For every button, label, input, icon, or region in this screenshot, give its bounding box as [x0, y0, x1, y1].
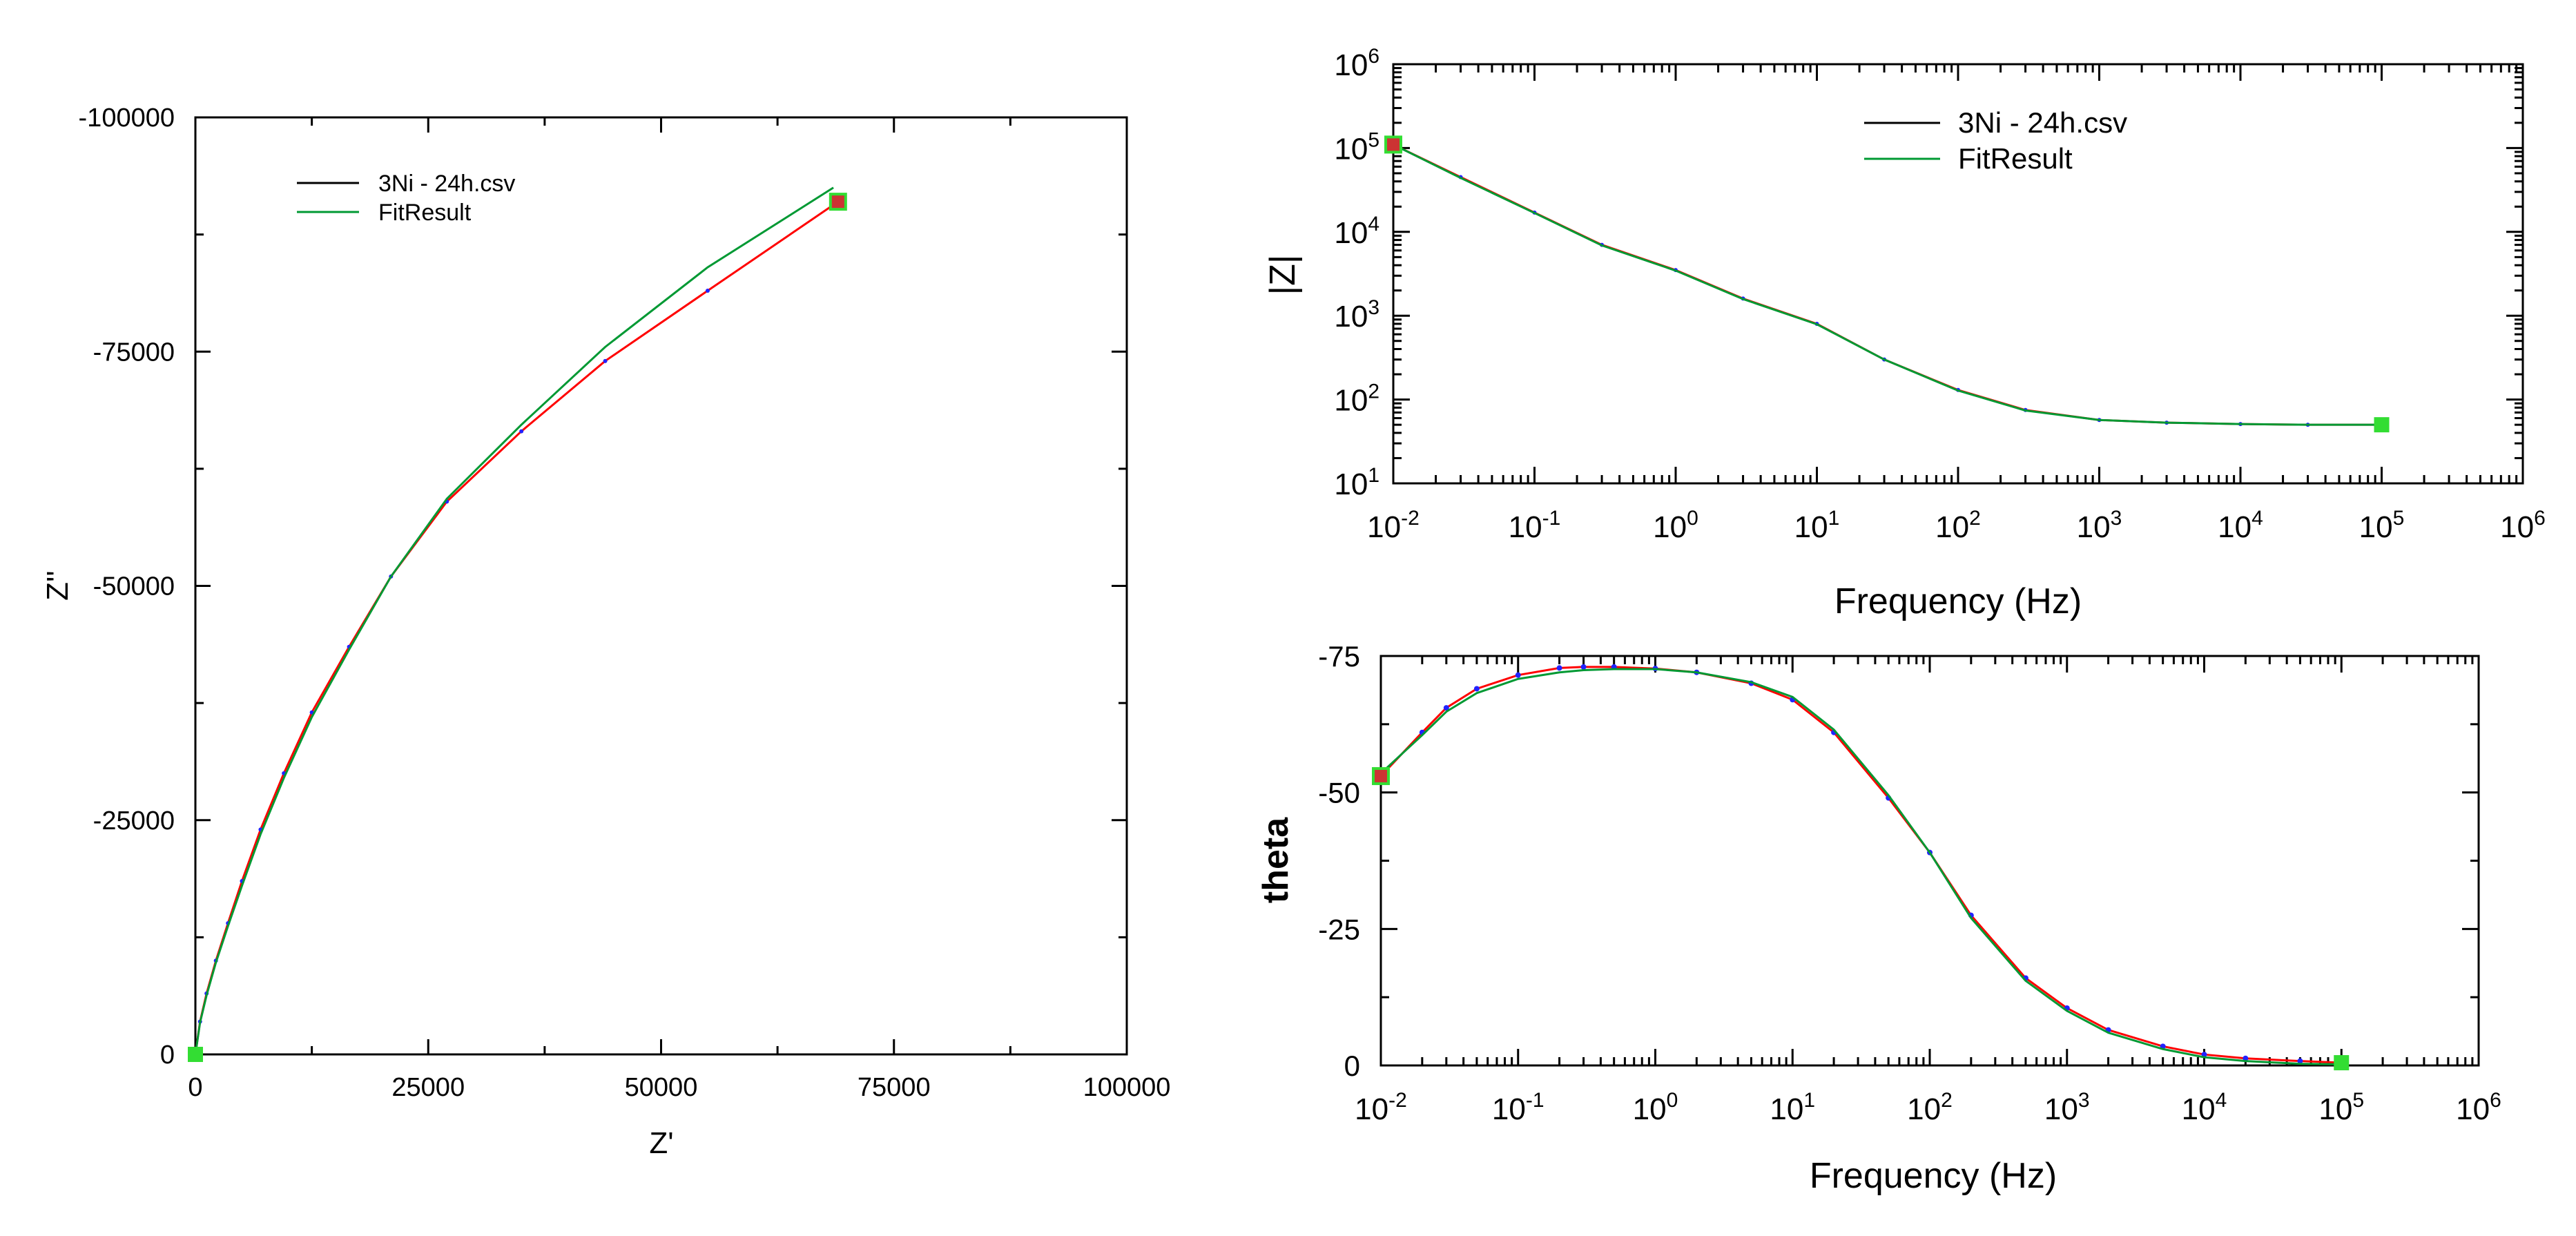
data-point — [519, 429, 524, 434]
x-tick-label: 102 — [1907, 1089, 1953, 1126]
magnitude-legend: 3Ni - 24h.csv FitResult — [1864, 106, 2127, 175]
x-tick-label: 100000 — [1083, 1073, 1171, 1102]
phase-frame — [1379, 655, 2480, 1067]
x-tick-label: 50000 — [625, 1073, 698, 1102]
y-tick-label: -50 — [1318, 777, 1360, 809]
bode-magnitude-chart: 10-2 10-1 100 101 102 103 104 105 106 1011021031… — [1263, 45, 2546, 621]
y-tick-label: 102 — [1334, 380, 1379, 418]
data-point — [705, 289, 710, 293]
y-tick-label: -75000 — [93, 338, 175, 367]
nyquist-frame — [194, 116, 1128, 1056]
data-point — [2297, 1058, 2303, 1064]
magnitude-x-axis-label: Frequency (Hz) — [1834, 581, 2082, 621]
data-point — [1443, 705, 1449, 711]
phase-series — [1381, 664, 2345, 1065]
start-marker — [188, 1047, 203, 1062]
y-tick-label: 104 — [1334, 213, 1379, 250]
end-marker — [829, 193, 847, 211]
phase-x-tick-labels: 10-2 10-1 100 101 102 103 104 105 106 — [1355, 1089, 2501, 1126]
legend-label-fit: FitResult — [1958, 142, 2073, 175]
series-line-data — [1381, 666, 2342, 1064]
x-tick-label: 106 — [2456, 1089, 2501, 1126]
x-tick-label: 75000 — [858, 1073, 931, 1102]
x-tick-label: 103 — [2044, 1089, 2090, 1126]
x-tick-label: 106 — [2500, 507, 2546, 544]
magnitude-x-tick-labels: 10-2 10-1 100 101 102 103 104 105 106 — [1367, 507, 2546, 544]
series-line-data — [195, 200, 839, 1054]
series-line-data — [1393, 144, 2382, 426]
nyquist-legend: 3Ni - 24h.csv FitResult — [297, 171, 515, 226]
data-point — [1515, 672, 1521, 678]
x-tick-label: 105 — [2318, 1089, 2364, 1126]
nyquist-x-axis-label: Z' — [649, 1126, 673, 1160]
y-tick-label: -100000 — [79, 104, 175, 133]
data-point — [2201, 1052, 2207, 1058]
y-tick-label: 106 — [1334, 45, 1379, 82]
y-tick-label: -50000 — [93, 572, 175, 601]
x-tick-label: 25000 — [391, 1073, 465, 1102]
x-tick-label: 102 — [1935, 507, 1981, 544]
start-marker — [1372, 766, 1390, 785]
y-tick-label: 103 — [1334, 296, 1379, 334]
series-line-fit — [1393, 144, 2382, 426]
x-tick-label: 100 — [1633, 1089, 1678, 1126]
series-line-fit — [195, 186, 834, 1054]
bode-phase-chart: 10-2 10-1 100 101 102 103 104 105 106 0 -25 -50 -75… — [1256, 640, 2501, 1196]
data-point — [2243, 1055, 2249, 1061]
y-tick-label: 0 — [1344, 1050, 1360, 1082]
phase-y-axis-label: theta — [1256, 817, 1296, 903]
nyquist-x-tick-labels: 0 25000 50000 75000 100000 — [188, 1073, 1170, 1102]
x-tick-label: 104 — [2218, 507, 2263, 544]
y-tick-label: -25 — [1318, 913, 1360, 945]
y-tick-label: 0 — [160, 1041, 175, 1070]
nyquist-end-markers — [188, 193, 847, 1062]
legend-label-data: 3Ni - 24h.csv — [1958, 106, 2127, 139]
nyquist-y-axis-label: Z'' — [41, 570, 75, 601]
phase-end-markers — [1372, 766, 2350, 1071]
magnitude-y-axis-label: |Z| — [1263, 255, 1303, 296]
magnitude-ticks — [1392, 63, 2524, 485]
y-tick-label: 101 — [1334, 464, 1379, 501]
series-line-fit — [1381, 668, 2342, 1065]
data-point — [1473, 686, 1480, 692]
nyquist-y-tick-labels: 0 -25000 -50000 -75000 -100000 — [79, 104, 175, 1070]
x-tick-label: 103 — [2077, 507, 2122, 544]
magnitude-series — [1393, 142, 2384, 427]
x-tick-label: 101 — [1770, 1089, 1815, 1126]
nyquist-ticks — [194, 116, 1128, 1056]
y-tick-label: -25000 — [93, 807, 175, 836]
x-tick-label: 100 — [1653, 507, 1698, 544]
phase-y-tick-labels: 0 -25 -50 -75 — [1318, 640, 1360, 1082]
x-tick-label: 0 — [188, 1073, 202, 1102]
nyquist-chart: 0 25000 50000 75000 100000 0 -25000 -50000 -750… — [41, 104, 1170, 1160]
data-point — [603, 358, 608, 363]
phase-ticks — [1379, 655, 2480, 1067]
x-tick-label: 101 — [1794, 507, 1840, 544]
x-tick-label: 104 — [2182, 1089, 2227, 1126]
legend-label-fit: FitResult — [378, 200, 472, 226]
end-marker — [2334, 1055, 2350, 1071]
x-tick-label: 105 — [2359, 507, 2405, 544]
start-marker — [1384, 135, 1402, 154]
magnitude-y-tick-labels: 101 102 103 104 105 106 — [1334, 45, 1379, 501]
legend-label-data: 3Ni - 24h.csv — [378, 171, 515, 197]
magnitude-end-markers — [1384, 135, 2390, 433]
y-tick-label: 105 — [1334, 128, 1379, 166]
x-tick-label: 10-2 — [1367, 507, 1420, 544]
data-point — [1556, 665, 1562, 671]
data-point — [1580, 664, 1587, 670]
x-tick-label: 10-1 — [1492, 1089, 1544, 1126]
phase-x-axis-label: Frequency (Hz) — [1810, 1156, 2057, 1196]
y-tick-label: -75 — [1318, 640, 1360, 673]
nyquist-series — [195, 186, 840, 1054]
end-marker — [2374, 417, 2390, 433]
x-tick-label: 10-1 — [1509, 507, 1561, 544]
x-tick-label: 10-2 — [1355, 1089, 1407, 1126]
